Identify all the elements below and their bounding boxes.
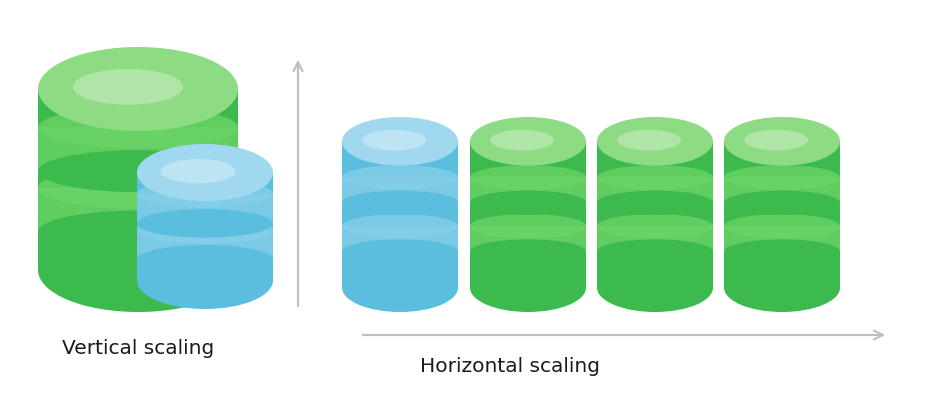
- Ellipse shape: [744, 130, 808, 151]
- Polygon shape: [597, 226, 713, 251]
- Ellipse shape: [597, 191, 713, 215]
- Text: Vertical scaling: Vertical scaling: [62, 339, 214, 359]
- Polygon shape: [342, 226, 458, 251]
- Polygon shape: [597, 178, 713, 203]
- Polygon shape: [724, 226, 840, 251]
- Ellipse shape: [342, 165, 458, 190]
- Ellipse shape: [597, 117, 713, 166]
- Ellipse shape: [724, 191, 840, 215]
- Ellipse shape: [342, 263, 458, 312]
- Ellipse shape: [137, 209, 273, 238]
- Ellipse shape: [724, 239, 840, 264]
- Polygon shape: [38, 188, 238, 231]
- Ellipse shape: [618, 130, 681, 151]
- Ellipse shape: [470, 214, 586, 239]
- Polygon shape: [137, 230, 273, 259]
- Ellipse shape: [137, 245, 273, 274]
- Polygon shape: [470, 141, 586, 288]
- Ellipse shape: [38, 106, 238, 148]
- Polygon shape: [724, 178, 840, 203]
- Ellipse shape: [73, 69, 183, 105]
- Polygon shape: [342, 141, 458, 288]
- Ellipse shape: [137, 179, 273, 208]
- Ellipse shape: [597, 263, 713, 312]
- Ellipse shape: [137, 215, 273, 244]
- Ellipse shape: [38, 150, 238, 192]
- Ellipse shape: [137, 144, 273, 201]
- Polygon shape: [470, 178, 586, 203]
- Ellipse shape: [597, 165, 713, 190]
- Ellipse shape: [38, 228, 238, 312]
- Ellipse shape: [724, 165, 840, 190]
- Ellipse shape: [724, 263, 840, 312]
- Text: Horizontal scaling: Horizontal scaling: [420, 357, 600, 377]
- Polygon shape: [724, 141, 840, 288]
- Polygon shape: [137, 193, 273, 224]
- Ellipse shape: [470, 165, 586, 190]
- Polygon shape: [38, 128, 238, 171]
- Polygon shape: [38, 89, 238, 270]
- Ellipse shape: [342, 117, 458, 166]
- Ellipse shape: [342, 214, 458, 239]
- Ellipse shape: [470, 239, 586, 264]
- Polygon shape: [137, 173, 273, 281]
- Ellipse shape: [342, 191, 458, 215]
- Ellipse shape: [342, 239, 458, 264]
- Ellipse shape: [161, 159, 236, 183]
- Ellipse shape: [38, 47, 238, 131]
- Ellipse shape: [38, 211, 238, 253]
- Polygon shape: [597, 141, 713, 288]
- Ellipse shape: [724, 117, 840, 166]
- Polygon shape: [342, 178, 458, 203]
- Ellipse shape: [724, 214, 840, 239]
- Ellipse shape: [470, 191, 586, 215]
- Ellipse shape: [470, 263, 586, 312]
- Ellipse shape: [137, 252, 273, 309]
- Ellipse shape: [38, 167, 238, 209]
- Ellipse shape: [597, 214, 713, 239]
- Ellipse shape: [490, 130, 554, 151]
- Ellipse shape: [470, 117, 586, 166]
- Ellipse shape: [362, 130, 427, 151]
- Polygon shape: [470, 226, 586, 251]
- Ellipse shape: [597, 239, 713, 264]
